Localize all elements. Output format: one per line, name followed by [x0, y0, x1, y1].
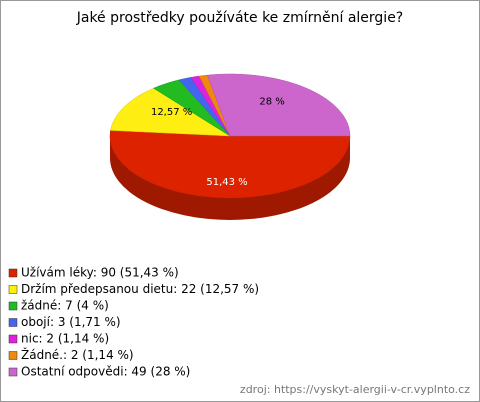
pie-slice — [109, 130, 351, 199]
legend-swatch — [8, 285, 18, 294]
legend-label: Ostatní odpovědi: 49 (28 %) — [21, 365, 190, 379]
legend-label: žádné: 7 (4 %) — [21, 299, 109, 313]
source: zdroj: https://vyskyt-alergii-v-cr.vypln… — [240, 383, 470, 396]
pie-slice — [110, 87, 231, 137]
legend-label: obojí: 3 (1,71 %) — [21, 315, 121, 329]
pie-side — [110, 136, 350, 220]
legend-label: Žádné.: 2 (1,14 %) — [21, 347, 134, 362]
chart-title: Jaké prostředky používáte ke zmírnění al… — [76, 10, 404, 26]
legend-swatch — [8, 367, 18, 377]
legend-swatch — [8, 318, 18, 327]
legend-swatch — [8, 301, 18, 311]
legend-swatch — [8, 268, 18, 278]
legend-label: Držím předepsanou dietu: 22 (12,57 %) — [21, 282, 259, 296]
legend-swatch — [8, 334, 18, 344]
legend-label: Užívám léky: 90 (51,43 %) — [21, 266, 179, 280]
legend-label: nic: 2 (1,14 %) — [21, 332, 109, 346]
slice-label: 12,57 % — [151, 107, 192, 118]
slice-label: 51,43 % — [206, 177, 247, 188]
pie-slice — [207, 73, 351, 137]
slice-label: 28 % — [259, 97, 284, 108]
legend-swatch — [8, 351, 18, 360]
